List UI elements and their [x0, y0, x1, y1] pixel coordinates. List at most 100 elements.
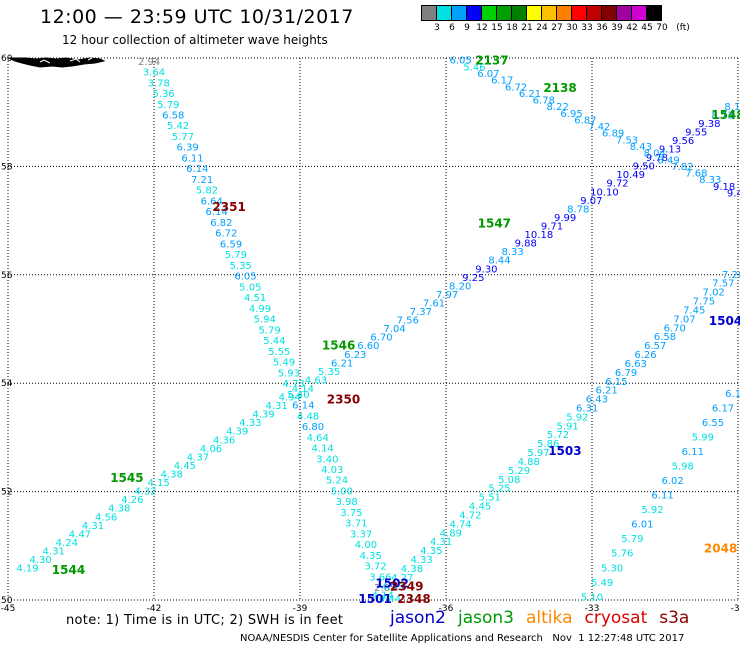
- swh-point: 4.38: [108, 504, 130, 515]
- x-tick-label: -42: [147, 604, 162, 614]
- swh-point: 4.14: [311, 444, 333, 455]
- swh-point: 5.94: [254, 315, 276, 326]
- swh-point: 4.47: [69, 529, 91, 540]
- swh-point: 3.64: [143, 68, 165, 79]
- swh-point: 6.43: [586, 395, 608, 406]
- swh-point: 6.80: [302, 422, 324, 433]
- swh-point: 8.49: [658, 155, 680, 166]
- swh-point: 9.56: [672, 136, 694, 147]
- swh-point: 4.27: [391, 573, 413, 584]
- swh-point: 9.72: [606, 179, 628, 190]
- swh-point: 5.91: [557, 421, 579, 432]
- swh-point: 5.99: [692, 433, 714, 444]
- swh-point: 4.56: [95, 512, 117, 523]
- swh-point: 6.21: [331, 358, 353, 369]
- colorbar-label: 18: [506, 23, 518, 33]
- swh-point: 6.58: [162, 111, 184, 122]
- swh-point: 5.42: [167, 121, 189, 132]
- swh-point: 6.1: [725, 389, 740, 400]
- swh-point: 4.72: [459, 510, 481, 521]
- legend-item-cryosat: cryosat: [584, 608, 648, 628]
- pass-number-label: 1546: [322, 338, 355, 352]
- swh-point: 5.79: [225, 250, 247, 261]
- swh-point: 8.33: [699, 175, 721, 186]
- swh-point: 5.79: [621, 534, 643, 545]
- pass-number-label: 2048: [704, 542, 737, 556]
- colorbar-label: 30: [566, 23, 578, 33]
- swh-point: 9.30: [475, 264, 497, 275]
- swh-point: 5.92: [566, 412, 588, 423]
- swh-point: 5.82: [196, 186, 218, 197]
- swh-point: 7.07: [673, 314, 695, 325]
- swh-point: 4.33: [239, 418, 261, 429]
- swh-point: 6.07: [477, 69, 499, 80]
- swh-point: 4.14: [292, 384, 314, 395]
- swh-point: 4.06: [200, 444, 222, 455]
- swh-point: 9.25: [462, 273, 484, 284]
- swh-point: 7.37: [410, 307, 432, 318]
- pass-number-label: 1547: [478, 216, 511, 230]
- swh-point: 6.72: [215, 229, 237, 240]
- swh-point: 6.72: [505, 82, 527, 93]
- swh-point: 6.60: [357, 341, 379, 352]
- swh-point: 9.50: [633, 162, 655, 173]
- legend-item-jason2: jason2: [390, 608, 446, 628]
- swh-point: 5.92: [641, 505, 663, 516]
- pass-number-label: 1504: [709, 314, 740, 328]
- swh-point: 6.63: [625, 359, 647, 370]
- swh-point: 4.39: [226, 427, 248, 438]
- swh-point: 3.98: [336, 497, 358, 508]
- colorbar-labels: 3 6 9 12 15 18 21 24 27 30 33 36 39 42 45 70 (ft): [422, 23, 740, 35]
- y-tick-label: 54: [1, 379, 13, 389]
- pass-number-label: 2351: [212, 200, 245, 214]
- swh-point: 6.89: [602, 129, 624, 140]
- swh-point: 5.30: [601, 563, 623, 574]
- swh-point: 7.82: [671, 162, 693, 173]
- swh-point: 6.95: [560, 109, 582, 120]
- swh-point: 4.51: [244, 293, 266, 304]
- swh-point: 4.15: [147, 478, 169, 489]
- x-tick-label: -39: [293, 604, 308, 614]
- swh-point: 4.00: [355, 540, 377, 551]
- swh-point: 6.23: [344, 350, 366, 361]
- swh-point: 6.59: [220, 239, 242, 250]
- swh-point: 6.15: [605, 377, 627, 388]
- swh-point: 8.43: [630, 142, 652, 153]
- colorbar: [421, 5, 662, 21]
- swh-point: 4.99: [249, 304, 271, 315]
- swh-point: 6.26: [634, 350, 656, 361]
- swh-point: 6.31: [576, 403, 598, 414]
- swh-point: 5.97: [527, 448, 549, 459]
- colorbar-label: (ft): [676, 23, 690, 33]
- y-tick-label: 52: [1, 488, 12, 498]
- swh-point: 6.05: [234, 272, 256, 283]
- colorbar-label: 33: [581, 23, 593, 33]
- swh-point: 9.38: [698, 119, 720, 130]
- swh-point: 5.51: [479, 493, 501, 504]
- swh-point: 8.22: [547, 102, 569, 113]
- pass-number-label: 2350: [327, 392, 360, 406]
- swh-point: 10.49: [616, 170, 645, 181]
- swh-point: 5.49: [591, 578, 613, 589]
- swh-point: 5.29: [508, 466, 530, 477]
- swh-point: 4.31: [265, 401, 287, 412]
- swh-point: 7.21: [191, 175, 213, 186]
- swh-point: 4.45: [174, 461, 196, 472]
- colorbar-label: 15: [491, 23, 503, 33]
- swh-point: 4.33: [381, 582, 403, 593]
- pass-number-label: 1545: [110, 471, 143, 485]
- colorbar-label: 27: [551, 23, 563, 33]
- colorbar-label: 6: [449, 23, 455, 33]
- swh-point: 9.71: [541, 222, 563, 233]
- swh-point: 9.13: [659, 145, 681, 156]
- swh-point: 5.00: [331, 486, 353, 497]
- y-tick-label: 60: [1, 54, 13, 64]
- colorbar-label: 21: [521, 23, 533, 33]
- swh-point: 6.70: [370, 333, 392, 344]
- swh-point: 4.35: [360, 551, 382, 562]
- pass-labels: 2137 2138 1548 2351 1547 1504 1546 2350 1503 1545…: [52, 54, 740, 606]
- swh-point: 4.88: [518, 457, 540, 468]
- swh-point: 5.05: [239, 282, 261, 293]
- colorbar-label: 45: [641, 23, 653, 33]
- legend-item-s3a: s3a: [659, 608, 690, 628]
